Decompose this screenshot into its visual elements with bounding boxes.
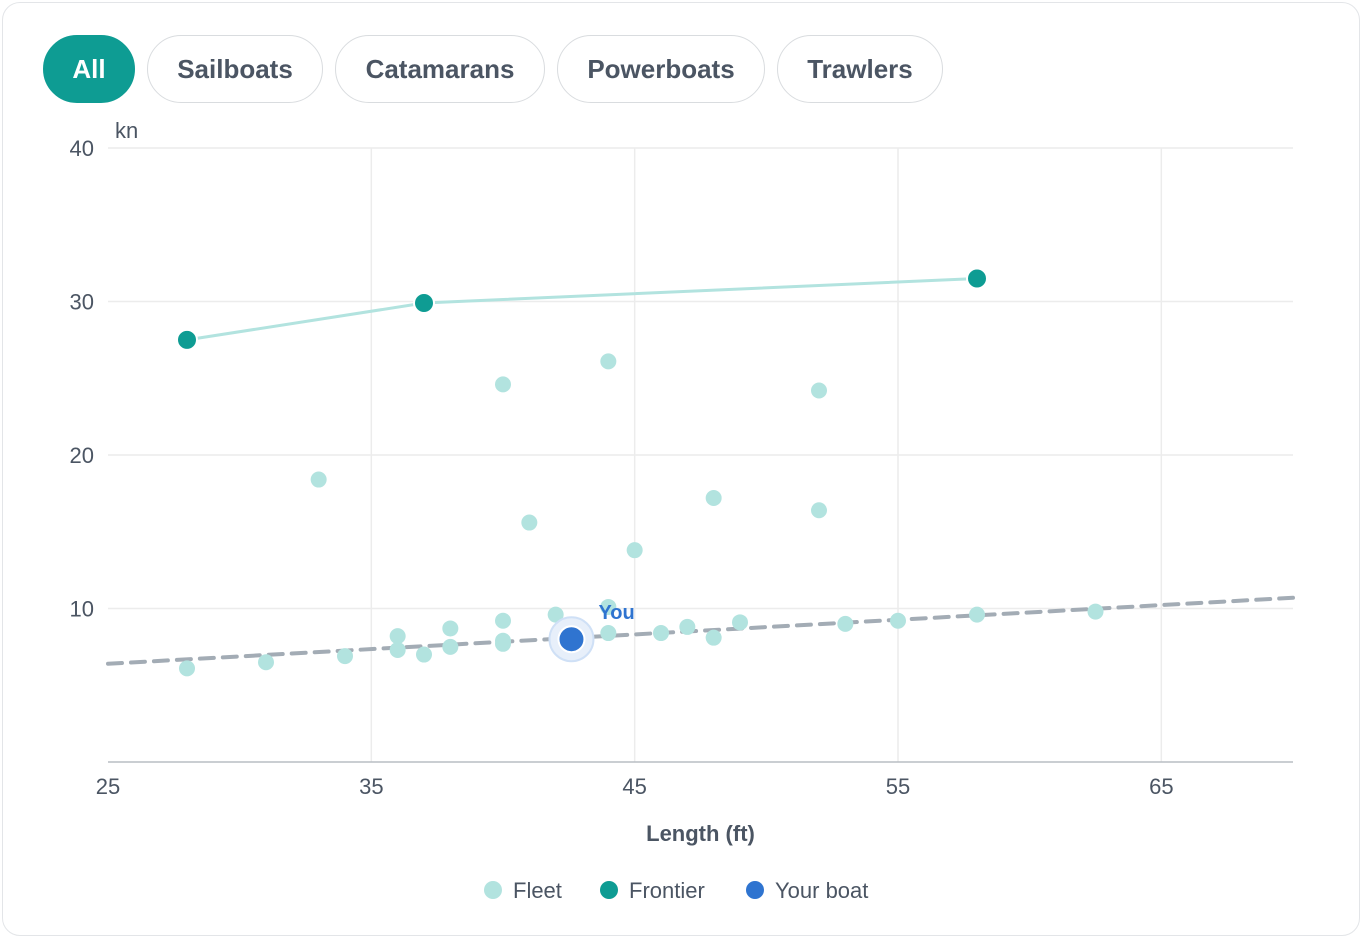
fleet-point [1087, 603, 1104, 620]
x-tick-label: 35 [359, 774, 383, 799]
fleet-point [416, 646, 432, 663]
fleet-point [521, 514, 538, 531]
fleet-point [600, 625, 617, 642]
your-boat-point [557, 625, 586, 654]
trend-line [106, 595, 1295, 666]
y-tick-label: 40 [70, 136, 94, 161]
fleet-point [258, 654, 274, 671]
frontier-point [413, 292, 435, 315]
legend-swatch [484, 881, 502, 899]
fleet-point [837, 615, 854, 632]
frontier-point [966, 267, 988, 290]
y-axis-unit-label: kn [115, 118, 138, 143]
x-tick-label: 45 [622, 774, 646, 799]
filter-sailboats[interactable]: Sailboats [147, 35, 323, 103]
legend-swatch [600, 881, 618, 899]
legend-label: Frontier [629, 878, 705, 903]
frontier-line [186, 276, 978, 342]
fleet-point [705, 629, 722, 646]
fleet-point [969, 606, 985, 623]
gridlines [108, 147, 1293, 762]
fleet-point [600, 598, 617, 615]
trend-line-group [106, 595, 1295, 666]
fleet-point [811, 502, 827, 519]
frontier-point [176, 328, 198, 351]
legend-label: Fleet [513, 878, 562, 903]
fleet-point [547, 606, 564, 623]
x-tick-label: 65 [1149, 774, 1173, 799]
fleet-point [811, 382, 827, 399]
filter-catamarans[interactable]: Catamarans [335, 35, 545, 103]
axes: 10 20 30 40 25 35 45 55 65 kn Length (ft) [70, 118, 1293, 846]
frontier-line-group [186, 276, 978, 342]
fleet-point [890, 612, 906, 629]
x-tick-label: 25 [96, 774, 120, 799]
fleet-point [495, 376, 511, 393]
fleet-point [442, 620, 459, 637]
fleet-point [600, 353, 617, 370]
filter-all[interactable]: All [43, 35, 135, 103]
legend-label: Your boat [775, 878, 868, 903]
fleet-point [732, 614, 748, 631]
x-tick-label: 55 [886, 774, 910, 799]
legend: Fleet Frontier Your boat [484, 878, 868, 903]
fleet-point [389, 641, 406, 658]
fleet-point [337, 648, 353, 665]
legend-swatch [746, 881, 764, 899]
fleet-point [495, 612, 511, 629]
fleet-point [679, 618, 696, 635]
fleet-point [653, 625, 669, 642]
your-boat-label: You [598, 602, 634, 624]
fleet-point [705, 489, 722, 506]
filter-powerboats[interactable]: Powerboats [557, 35, 765, 103]
y-tick-label: 30 [70, 290, 94, 315]
fleet-point [179, 660, 195, 677]
fleet-point [389, 628, 406, 645]
y-tick-label: 20 [70, 443, 94, 468]
filter-trawlers[interactable]: Trawlers [777, 35, 943, 103]
fleet-point [495, 635, 511, 652]
x-axis-title: Length (ft) [646, 821, 755, 846]
fleet-point [442, 638, 459, 655]
fleet-point [626, 542, 643, 559]
points-group: You [176, 267, 1104, 677]
y-tick-label: 10 [70, 597, 94, 622]
fleet-point [310, 471, 327, 488]
